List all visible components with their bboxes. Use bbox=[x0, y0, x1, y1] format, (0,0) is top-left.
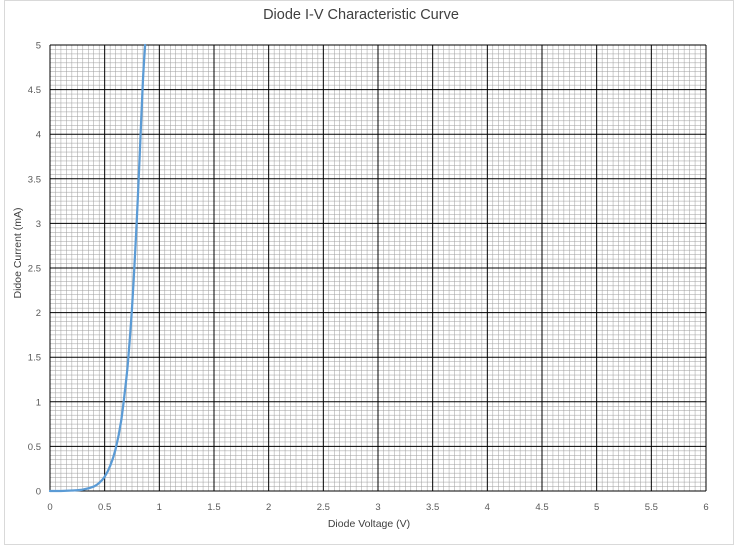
chart-title: Diode I-V Characteristic Curve bbox=[263, 7, 459, 23]
x-tick-label: 0.5 bbox=[98, 502, 111, 513]
y-tick-label: 1 bbox=[36, 397, 41, 408]
x-tick-label: 3.5 bbox=[426, 502, 439, 513]
y-tick-labels: 0 0.5 1 1.5 2 2.5 3 3.5 4 4.5 5 bbox=[28, 41, 41, 498]
y-tick-label: 5 bbox=[36, 41, 41, 52]
x-tick-label: 0 bbox=[47, 502, 52, 513]
x-tick-label: 6 bbox=[703, 502, 708, 513]
x-tick-label: 3 bbox=[375, 502, 380, 513]
y-tick-label: 3.5 bbox=[28, 174, 41, 185]
x-tick-label: 5.5 bbox=[645, 502, 658, 513]
x-tick-label: 4 bbox=[485, 502, 490, 513]
x-tick-labels: 0 0.5 1 1.5 2 2.5 3 3.5 4 4.5 5 5.5 6 bbox=[47, 502, 708, 513]
y-tick-label: 4 bbox=[36, 130, 41, 141]
y-tick-label: 2 bbox=[36, 308, 41, 319]
y-tick-label: 3 bbox=[36, 219, 41, 230]
y-tick-label: 0 bbox=[36, 487, 41, 498]
y-tick-label: 2.5 bbox=[28, 264, 41, 275]
x-tick-label: 4.5 bbox=[535, 502, 548, 513]
y-tick-label: 4.5 bbox=[28, 85, 41, 96]
series-line bbox=[48, 43, 147, 493]
x-tick-label: 1 bbox=[157, 502, 162, 513]
y-tick-label: 1.5 bbox=[28, 353, 41, 364]
x-tick-label: 2 bbox=[266, 502, 271, 513]
y-axis-label: Didoe Current (mA) bbox=[12, 207, 24, 298]
x-axis-label: Diode Voltage (V) bbox=[328, 518, 410, 530]
x-tick-label: 2.5 bbox=[317, 502, 330, 513]
x-tick-label: 1.5 bbox=[207, 502, 220, 513]
series-layer bbox=[48, 43, 147, 493]
x-tick-label: 5 bbox=[594, 502, 599, 513]
y-tick-label: 0.5 bbox=[28, 442, 41, 453]
major-grid bbox=[49, 44, 707, 492]
